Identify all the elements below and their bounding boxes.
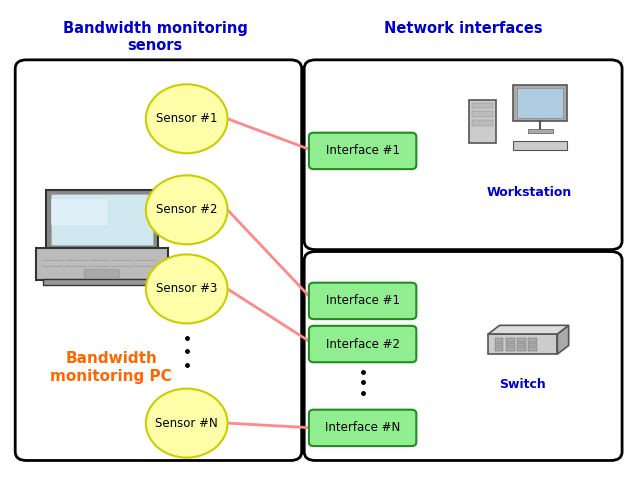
FancyBboxPatch shape [517,338,526,342]
Text: Sensor #2: Sensor #2 [156,203,218,216]
FancyBboxPatch shape [528,129,553,133]
Text: Sensor #3: Sensor #3 [156,282,218,295]
FancyBboxPatch shape [495,348,504,351]
FancyBboxPatch shape [472,120,493,125]
Text: Bandwidth monitoring
senors: Bandwidth monitoring senors [63,21,248,53]
Text: Interface #1: Interface #1 [326,295,399,308]
FancyBboxPatch shape [517,88,563,118]
Polygon shape [557,325,569,354]
Ellipse shape [146,388,228,457]
FancyBboxPatch shape [309,410,416,446]
FancyBboxPatch shape [15,60,302,460]
FancyBboxPatch shape [304,60,622,250]
FancyBboxPatch shape [304,252,622,460]
FancyBboxPatch shape [51,199,107,225]
FancyBboxPatch shape [42,279,162,285]
FancyBboxPatch shape [309,282,416,319]
FancyBboxPatch shape [309,326,416,362]
Ellipse shape [146,175,228,244]
Polygon shape [488,325,569,334]
FancyBboxPatch shape [51,194,153,245]
FancyBboxPatch shape [506,348,515,351]
FancyBboxPatch shape [517,343,526,347]
FancyBboxPatch shape [36,249,168,280]
FancyBboxPatch shape [506,343,515,347]
Text: Network interfaces: Network interfaces [384,21,543,36]
FancyBboxPatch shape [529,338,537,342]
FancyBboxPatch shape [472,103,493,108]
Text: Interface #N: Interface #N [325,421,400,434]
FancyBboxPatch shape [495,338,504,342]
Ellipse shape [146,254,228,323]
Text: Sensor #N: Sensor #N [155,416,218,429]
FancyBboxPatch shape [495,343,504,347]
FancyBboxPatch shape [309,133,416,169]
Text: Workstation: Workstation [487,186,572,199]
Text: Switch: Switch [500,377,546,390]
FancyBboxPatch shape [46,190,158,249]
FancyBboxPatch shape [84,269,120,278]
FancyBboxPatch shape [517,348,526,351]
FancyBboxPatch shape [506,338,515,342]
FancyBboxPatch shape [514,85,567,121]
Text: Interface #2: Interface #2 [326,337,399,350]
Text: Sensor #1: Sensor #1 [156,112,218,125]
FancyBboxPatch shape [529,343,537,347]
FancyBboxPatch shape [488,334,557,354]
Ellipse shape [146,84,228,153]
Text: Bandwidth
monitoring PC: Bandwidth monitoring PC [50,351,172,384]
Text: Interface #1: Interface #1 [326,145,399,158]
FancyBboxPatch shape [529,348,537,351]
FancyBboxPatch shape [472,111,493,117]
FancyBboxPatch shape [469,100,496,143]
FancyBboxPatch shape [514,141,567,150]
